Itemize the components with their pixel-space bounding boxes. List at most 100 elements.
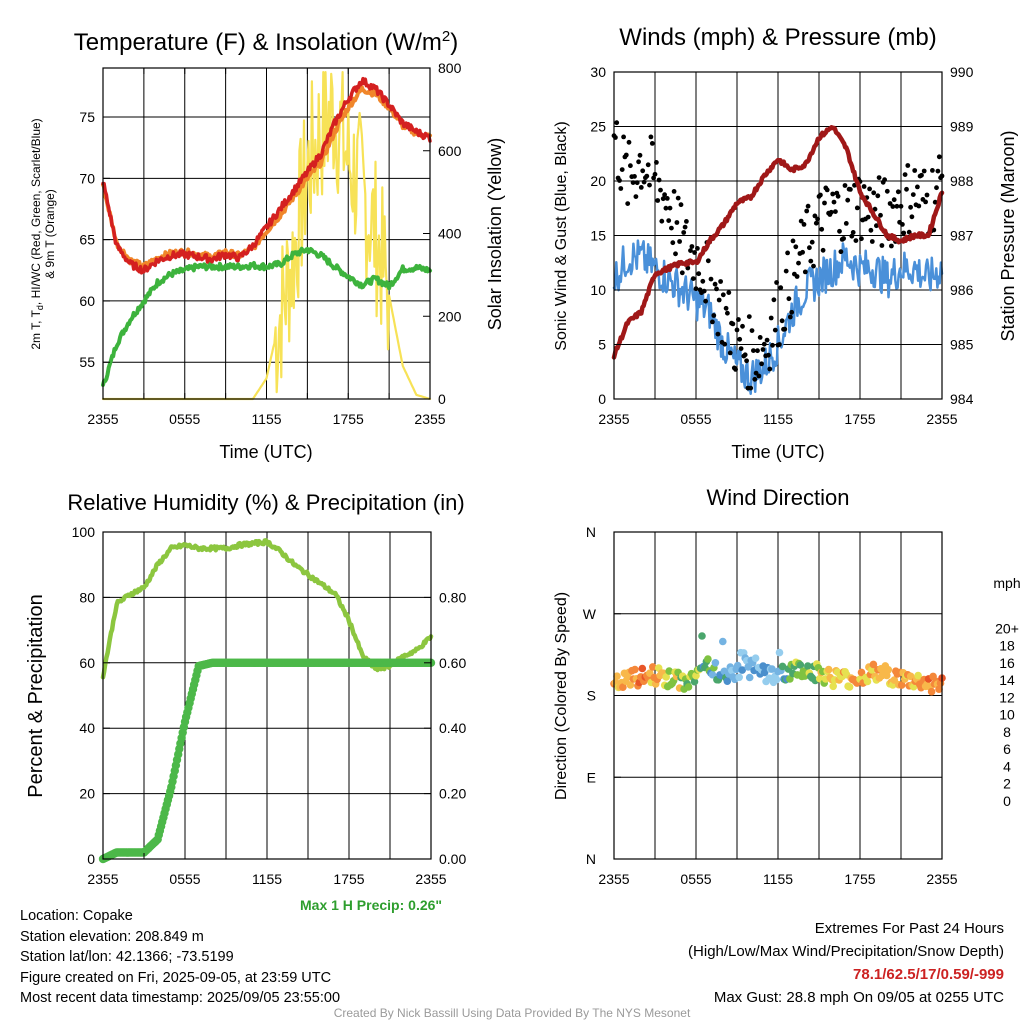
direction-series: [610, 632, 946, 696]
gust-point-10: [625, 201, 631, 207]
direction-point-26: [649, 663, 657, 671]
direction-point-158: [845, 683, 854, 691]
gust-point-39: [664, 196, 670, 201]
gust-point-229: [924, 192, 930, 198]
gust-point-177: [853, 238, 859, 244]
direction-ltick-label-0: N: [586, 851, 596, 867]
gust-point-210: [898, 203, 904, 209]
gust-point-67: [703, 298, 708, 304]
direction-point-6: [619, 683, 627, 691]
gust-point-161: [831, 199, 837, 205]
gust-point-25: [645, 162, 651, 168]
gust-point-15: [632, 174, 637, 179]
direction-ylabel-left: Direction (Colored By Speed): [553, 592, 570, 800]
temperature-ticks: 55 60 65 70 75 0 200 400 600 800 2355 0555 1155 1755 2…: [79, 60, 461, 427]
direction-point-91: [745, 673, 754, 682]
direction-title: Wind Direction: [706, 485, 849, 510]
direction-point-109: [772, 675, 781, 684]
gust-point-121: [777, 342, 782, 347]
direction-point-144: [824, 665, 833, 674]
winds-ylabel-left: Sonic Wind & Gust (Blue, Black): [553, 121, 570, 350]
gust-point-207: [894, 203, 900, 209]
gust-point-115: [768, 315, 774, 321]
gust-point-73: [711, 313, 717, 318]
gust-point-198: [882, 177, 887, 183]
gust-point-107: [757, 335, 763, 340]
gust-point-140: [802, 269, 808, 275]
gust-point-85: [727, 350, 733, 356]
gust-point-214: [904, 186, 909, 192]
gust-point-94: [740, 323, 745, 329]
dewpoint-line: [101, 246, 432, 387]
gust-point-116: [770, 342, 775, 348]
winds-rtick-label-1: 985: [950, 337, 974, 353]
humidity-ltick-label-4: 80: [79, 589, 95, 605]
temperature-xtick-label-2: 1155: [251, 411, 281, 427]
gust-point-62: [696, 271, 702, 277]
humidity-xtick-label-0: 2355: [87, 871, 118, 887]
gust-point-56: [688, 248, 693, 254]
humidity-ltick-label-2: 40: [79, 720, 95, 736]
gust-point-142: [805, 203, 811, 209]
winds-ylabel-right: Station Pressure (Maroon): [998, 130, 1018, 341]
gust-point-26: [647, 182, 652, 188]
gust-point-109: [760, 347, 766, 352]
gust-point-129: [787, 314, 793, 320]
humidity-title: Relative Humidity (%) & Precipitation (i…: [67, 490, 464, 515]
temperature-rtick-label-0: 0: [438, 391, 446, 407]
gust-point-118: [772, 327, 778, 333]
temperature-xlabel: Time (UTC): [219, 442, 312, 462]
colorbar-label-6: 12: [999, 689, 1015, 705]
extremes-subtitle: (High/Low/Max Wind/Precipitation/Snow De…: [688, 943, 1004, 960]
temperature-panel: Temperature (F) & Insolation (W/m2) 55 60…: [29, 28, 505, 462]
gust-point-164: [835, 193, 841, 199]
gust-point-147: [812, 213, 818, 219]
gust-point-50: [679, 270, 685, 276]
gust-point-44: [671, 189, 677, 194]
gust-point-165: [837, 228, 842, 234]
direction-point-2: [613, 672, 621, 680]
gust-point-42: [669, 225, 674, 231]
gust-point-174: [849, 233, 855, 239]
gust-point-29: [651, 175, 656, 181]
winds-panel: Winds (mph) & Pressure (mb) 0 5 10 15 20 25 30…: [553, 24, 1018, 462]
temperature-xtick-label-4: 2355: [414, 411, 445, 427]
direction-point-54: [690, 677, 699, 686]
gust-point-9: [623, 152, 629, 158]
gust-point-17: [634, 180, 640, 186]
humidity-rtick-label-1: 0.20: [439, 786, 466, 802]
gust-point-225: [919, 172, 924, 178]
gust-point-200: [884, 188, 890, 194]
gust-point-69: [705, 258, 711, 264]
direction-xtick-label-1: 0555: [680, 871, 711, 887]
gust-point-194: [876, 175, 882, 181]
gust-point-143: [807, 245, 812, 251]
direction-point-193: [897, 681, 906, 689]
max-precip-label: Max 1 H Precip: 0.26": [300, 897, 443, 913]
gust-point-114: [767, 366, 773, 372]
gust-point-233: [930, 168, 935, 173]
gust-point-96: [742, 352, 748, 358]
gust-point-193: [875, 193, 881, 199]
gust-point-30: [652, 171, 658, 177]
gust-point-222: [915, 184, 920, 190]
direction-point-174: [869, 660, 878, 669]
direction-ltick-label-1: E: [587, 769, 596, 785]
gust-point-87: [730, 321, 736, 327]
direction-point-170: [863, 677, 872, 686]
colorbar-label-2: 4: [1003, 758, 1011, 774]
humidity-ylabel-left: Percent & Precipitation: [25, 594, 47, 797]
temperature-rtick-label-3: 600: [438, 143, 462, 159]
temperature-rtick-label-2: 400: [438, 226, 462, 242]
gust-point-159: [828, 209, 834, 215]
gust-point-110: [761, 341, 767, 347]
gust-point-77: [716, 297, 722, 303]
gust-point-117: [771, 297, 777, 303]
gust-point-223: [916, 203, 922, 209]
extremes-title: Extremes For Past 24 Hours: [814, 920, 1004, 937]
humidity-rtick-label-0: 0.00: [439, 851, 466, 867]
gust-point-153: [820, 247, 826, 253]
gust-point-212: [901, 230, 907, 236]
direction-point-125: [796, 661, 805, 669]
